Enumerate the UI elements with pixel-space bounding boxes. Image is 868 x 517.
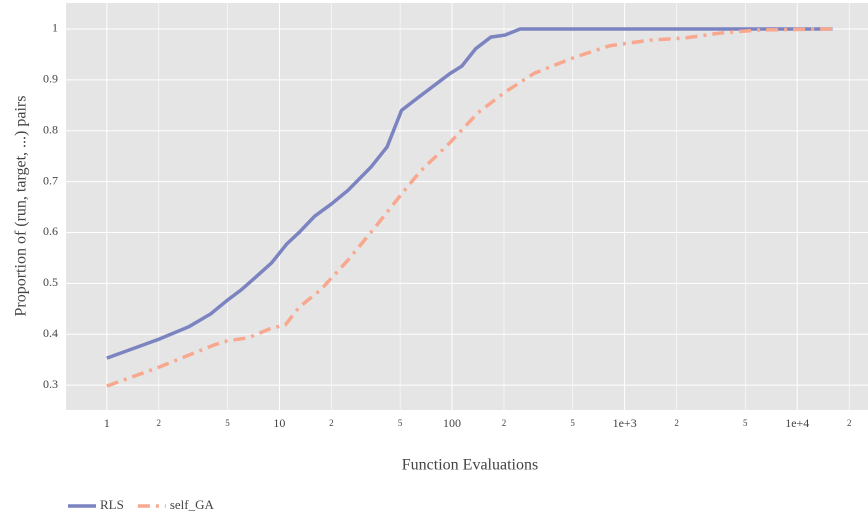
- x-tick-label: 2: [847, 418, 852, 428]
- x-tick-label: 5: [225, 418, 230, 428]
- x-tick-label: 5: [743, 418, 748, 428]
- x-axis-title: Function Evaluations: [402, 457, 538, 474]
- y-tick-label: 0.9: [43, 72, 58, 86]
- y-tick-label: 1: [52, 21, 58, 35]
- x-tick-label: 5: [570, 418, 575, 428]
- x-tick-label: 5: [398, 418, 403, 428]
- legend-label: self_GA: [170, 497, 215, 512]
- x-tick-label: 100: [443, 416, 461, 430]
- x-tick-label: 2: [674, 418, 679, 428]
- legend-label: RLS: [100, 497, 124, 512]
- series-line: [106, 27, 833, 388]
- x-tick-label: 10: [273, 416, 285, 430]
- y-tick-label: 0.6: [43, 224, 58, 238]
- plot-area: [66, 3, 868, 410]
- y-tick-label: 0.3: [43, 377, 58, 391]
- y-tick-label: 0.7: [43, 173, 58, 187]
- y-tick-label: 0.5: [43, 275, 58, 289]
- y-axis-title: Proportion of (run, target, ...) pairs: [13, 96, 30, 317]
- series-line: [106, 27, 833, 360]
- y-tick-label: 0.8: [43, 122, 58, 136]
- x-tick-label: 1e+3: [613, 416, 637, 430]
- x-tick-label: 2: [329, 418, 334, 428]
- x-tick-label: 1: [104, 416, 110, 430]
- x-tick-label: 2: [502, 418, 507, 428]
- x-tick-label: 2: [157, 418, 162, 428]
- x-tick-label: 1e+4: [785, 416, 809, 430]
- y-tick-label: 0.4: [43, 326, 58, 340]
